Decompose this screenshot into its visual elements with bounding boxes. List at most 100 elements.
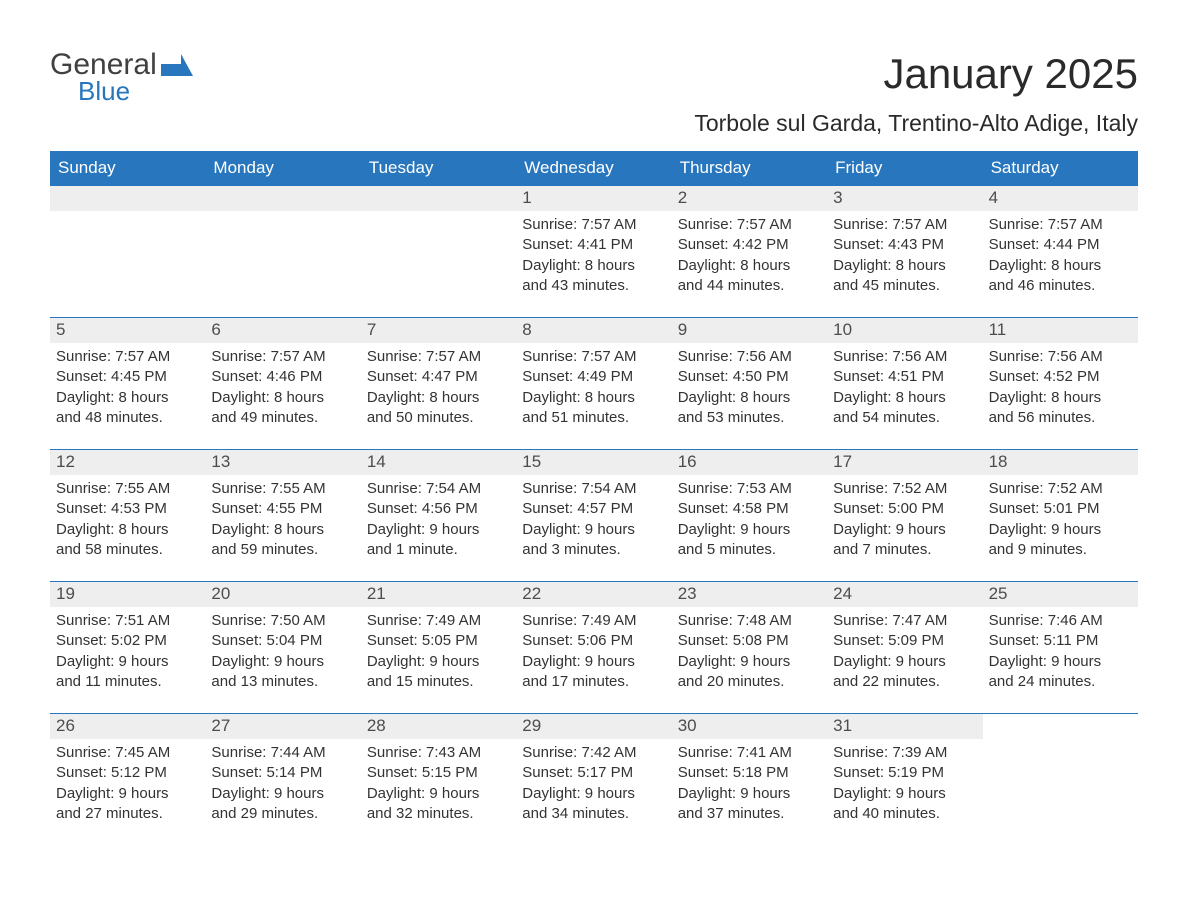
daylight-line-1: Daylight: 9 hours <box>522 520 665 540</box>
day-number: 15 <box>516 450 671 475</box>
day-cell: 13Sunrise: 7:55 AMSunset: 4:55 PMDayligh… <box>205 450 360 581</box>
logo-arrow-icon <box>161 52 193 82</box>
day-info: Sunrise: 7:57 AMSunset: 4:44 PMDaylight:… <box>983 211 1138 306</box>
daylight-line-2: and 17 minutes. <box>522 672 665 692</box>
sunset-text: Sunset: 5:01 PM <box>989 499 1132 519</box>
sunrise-text: Sunrise: 7:42 AM <box>522 743 665 763</box>
day-info: Sunrise: 7:42 AMSunset: 5:17 PMDaylight:… <box>516 739 671 834</box>
day-info: Sunrise: 7:49 AMSunset: 5:05 PMDaylight:… <box>361 607 516 702</box>
day-number: 23 <box>672 582 827 607</box>
day-info: Sunrise: 7:41 AMSunset: 5:18 PMDaylight:… <box>672 739 827 834</box>
daylight-line-1: Daylight: 8 hours <box>522 256 665 276</box>
day-info: Sunrise: 7:55 AMSunset: 4:55 PMDaylight:… <box>205 475 360 570</box>
daylight-line-1: Daylight: 8 hours <box>678 256 821 276</box>
day-number: 13 <box>205 450 360 475</box>
sunset-text: Sunset: 4:57 PM <box>522 499 665 519</box>
daylight-line-2: and 46 minutes. <box>989 276 1132 296</box>
day-number: 20 <box>205 582 360 607</box>
day-number: 6 <box>205 318 360 343</box>
sunset-text: Sunset: 4:53 PM <box>56 499 199 519</box>
sunset-text: Sunset: 5:18 PM <box>678 763 821 783</box>
daylight-line-2: and 50 minutes. <box>367 408 510 428</box>
sunset-text: Sunset: 5:15 PM <box>367 763 510 783</box>
sunrise-text: Sunrise: 7:54 AM <box>367 479 510 499</box>
day-info: Sunrise: 7:52 AMSunset: 5:00 PMDaylight:… <box>827 475 982 570</box>
day-cell: 20Sunrise: 7:50 AMSunset: 5:04 PMDayligh… <box>205 582 360 713</box>
day-number: 30 <box>672 714 827 739</box>
dow-saturday: Saturday <box>983 152 1138 185</box>
daylight-line-2: and 37 minutes. <box>678 804 821 824</box>
sunset-text: Sunset: 4:47 PM <box>367 367 510 387</box>
sunrise-text: Sunrise: 7:45 AM <box>56 743 199 763</box>
sunrise-text: Sunrise: 7:49 AM <box>367 611 510 631</box>
day-info: Sunrise: 7:54 AMSunset: 4:57 PMDaylight:… <box>516 475 671 570</box>
daylight-line-2: and 43 minutes. <box>522 276 665 296</box>
daylight-line-1: Daylight: 9 hours <box>678 784 821 804</box>
daylight-line-1: Daylight: 8 hours <box>211 388 354 408</box>
daylight-line-1: Daylight: 9 hours <box>833 784 976 804</box>
day-info: Sunrise: 7:57 AMSunset: 4:42 PMDaylight:… <box>672 211 827 306</box>
daylight-line-1: Daylight: 8 hours <box>56 520 199 540</box>
daylight-line-1: Daylight: 8 hours <box>833 256 976 276</box>
day-number: 24 <box>827 582 982 607</box>
daylight-line-1: Daylight: 9 hours <box>833 520 976 540</box>
week-row: 12Sunrise: 7:55 AMSunset: 4:53 PMDayligh… <box>50 449 1138 581</box>
day-number: 14 <box>361 450 516 475</box>
daylight-line-2: and 54 minutes. <box>833 408 976 428</box>
daylight-line-2: and 24 minutes. <box>989 672 1132 692</box>
day-number: 3 <box>827 186 982 211</box>
daylight-line-2: and 45 minutes. <box>833 276 976 296</box>
day-number: 11 <box>983 318 1138 343</box>
sunrise-text: Sunrise: 7:56 AM <box>833 347 976 367</box>
sunrise-text: Sunrise: 7:48 AM <box>678 611 821 631</box>
days-of-week-header: Sunday Monday Tuesday Wednesday Thursday… <box>50 152 1138 185</box>
sunset-text: Sunset: 5:09 PM <box>833 631 976 651</box>
sunrise-text: Sunrise: 7:57 AM <box>367 347 510 367</box>
sunset-text: Sunset: 5:11 PM <box>989 631 1132 651</box>
sunrise-text: Sunrise: 7:55 AM <box>56 479 199 499</box>
daylight-line-2: and 15 minutes. <box>367 672 510 692</box>
sunset-text: Sunset: 4:51 PM <box>833 367 976 387</box>
daylight-line-2: and 5 minutes. <box>678 540 821 560</box>
daylight-line-1: Daylight: 8 hours <box>989 256 1132 276</box>
day-cell: 30Sunrise: 7:41 AMSunset: 5:18 PMDayligh… <box>672 714 827 845</box>
daylight-line-1: Daylight: 8 hours <box>678 388 821 408</box>
sunset-text: Sunset: 5:14 PM <box>211 763 354 783</box>
day-cell: 21Sunrise: 7:49 AMSunset: 5:05 PMDayligh… <box>361 582 516 713</box>
daylight-line-2: and 22 minutes. <box>833 672 976 692</box>
sunrise-text: Sunrise: 7:57 AM <box>678 215 821 235</box>
day-number: 10 <box>827 318 982 343</box>
daylight-line-1: Daylight: 9 hours <box>833 652 976 672</box>
sunset-text: Sunset: 4:45 PM <box>56 367 199 387</box>
day-info: Sunrise: 7:56 AMSunset: 4:51 PMDaylight:… <box>827 343 982 438</box>
daylight-line-2: and 48 minutes. <box>56 408 199 428</box>
sunrise-text: Sunrise: 7:57 AM <box>522 347 665 367</box>
day-info: Sunrise: 7:56 AMSunset: 4:50 PMDaylight:… <box>672 343 827 438</box>
week-row: 26Sunrise: 7:45 AMSunset: 5:12 PMDayligh… <box>50 713 1138 845</box>
day-number: 9 <box>672 318 827 343</box>
daylight-line-1: Daylight: 9 hours <box>56 652 199 672</box>
day-info: Sunrise: 7:57 AMSunset: 4:47 PMDaylight:… <box>361 343 516 438</box>
sunset-text: Sunset: 5:19 PM <box>833 763 976 783</box>
day-info: Sunrise: 7:57 AMSunset: 4:49 PMDaylight:… <box>516 343 671 438</box>
sunset-text: Sunset: 4:43 PM <box>833 235 976 255</box>
sunrise-text: Sunrise: 7:57 AM <box>833 215 976 235</box>
day-number: 18 <box>983 450 1138 475</box>
day-cell <box>983 714 1138 845</box>
sunrise-text: Sunrise: 7:57 AM <box>989 215 1132 235</box>
day-cell: 31Sunrise: 7:39 AMSunset: 5:19 PMDayligh… <box>827 714 982 845</box>
dow-sunday: Sunday <box>50 152 205 185</box>
day-cell <box>50 186 205 317</box>
day-number: 19 <box>50 582 205 607</box>
logo: General Blue <box>50 50 193 104</box>
daylight-line-1: Daylight: 8 hours <box>56 388 199 408</box>
week-row: 1Sunrise: 7:57 AMSunset: 4:41 PMDaylight… <box>50 185 1138 317</box>
daylight-line-1: Daylight: 9 hours <box>522 652 665 672</box>
day-number: 22 <box>516 582 671 607</box>
day-number: 17 <box>827 450 982 475</box>
sunset-text: Sunset: 4:42 PM <box>678 235 821 255</box>
day-cell: 1Sunrise: 7:57 AMSunset: 4:41 PMDaylight… <box>516 186 671 317</box>
sunrise-text: Sunrise: 7:47 AM <box>833 611 976 631</box>
daylight-line-2: and 27 minutes. <box>56 804 199 824</box>
day-info: Sunrise: 7:47 AMSunset: 5:09 PMDaylight:… <box>827 607 982 702</box>
